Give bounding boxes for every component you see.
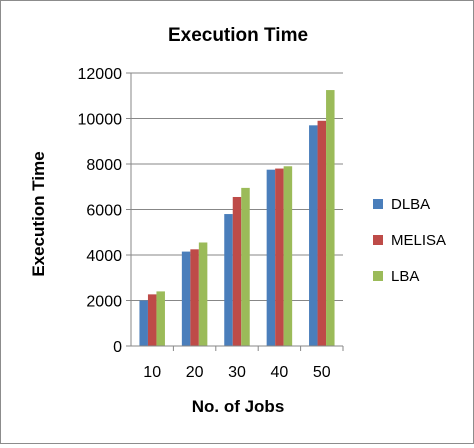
legend: DLBA MELISA LBA — [373, 196, 446, 285]
bar-layer — [139, 90, 335, 347]
bar-lba-10 — [156, 291, 165, 346]
y-tick-label: 8000 — [86, 157, 122, 174]
x-tick-label: 20 — [186, 364, 204, 381]
bar-melisa-10 — [147, 294, 157, 346]
bar-melisa-40 — [275, 168, 284, 346]
x-axis-title: No. of Jobs — [192, 397, 285, 416]
bar-dlba-40 — [266, 169, 276, 346]
bar-lba-20 — [198, 242, 208, 346]
bar-dlba-20 — [181, 251, 191, 346]
bar-dlba-30 — [224, 214, 233, 346]
bar-melisa-50 — [317, 120, 327, 347]
x-tick-label: 30 — [228, 364, 246, 381]
legend-label-lba: LBA — [391, 268, 419, 285]
legend-label-dlba: DLBA — [391, 196, 430, 213]
bar-melisa-20 — [190, 249, 199, 346]
x-tick-label: 10 — [143, 364, 161, 381]
x-tick-label: 40 — [271, 364, 289, 381]
legend-label-melisa: MELISA — [391, 232, 446, 249]
legend-swatch-lba — [373, 271, 383, 281]
bar-melisa-30 — [232, 196, 242, 346]
y-tick-label: 0 — [113, 339, 122, 356]
axis-layer: 0 2000 4000 6000 8000 10000 12000 10 20 30 40 50 — [78, 66, 344, 381]
chart-title: Execution Time — [168, 25, 308, 46]
y-tick-label: 6000 — [86, 203, 122, 220]
x-tick-label: 50 — [313, 364, 331, 381]
bar-dlba-10 — [139, 300, 148, 346]
bar-dlba-50 — [309, 125, 318, 346]
bar-lba-40 — [283, 166, 293, 346]
legend-swatch-dlba — [373, 199, 383, 209]
bar-lba-50 — [326, 90, 335, 346]
y-tick-label: 4000 — [86, 248, 122, 265]
y-tick-label: 10000 — [78, 112, 123, 129]
y-tick-label: 12000 — [78, 66, 123, 83]
y-axis-title: Execution Time — [29, 151, 48, 276]
y-tick-label: 2000 — [86, 294, 122, 311]
bar-lba-30 — [241, 187, 250, 346]
legend-swatch-melisa — [373, 235, 383, 245]
